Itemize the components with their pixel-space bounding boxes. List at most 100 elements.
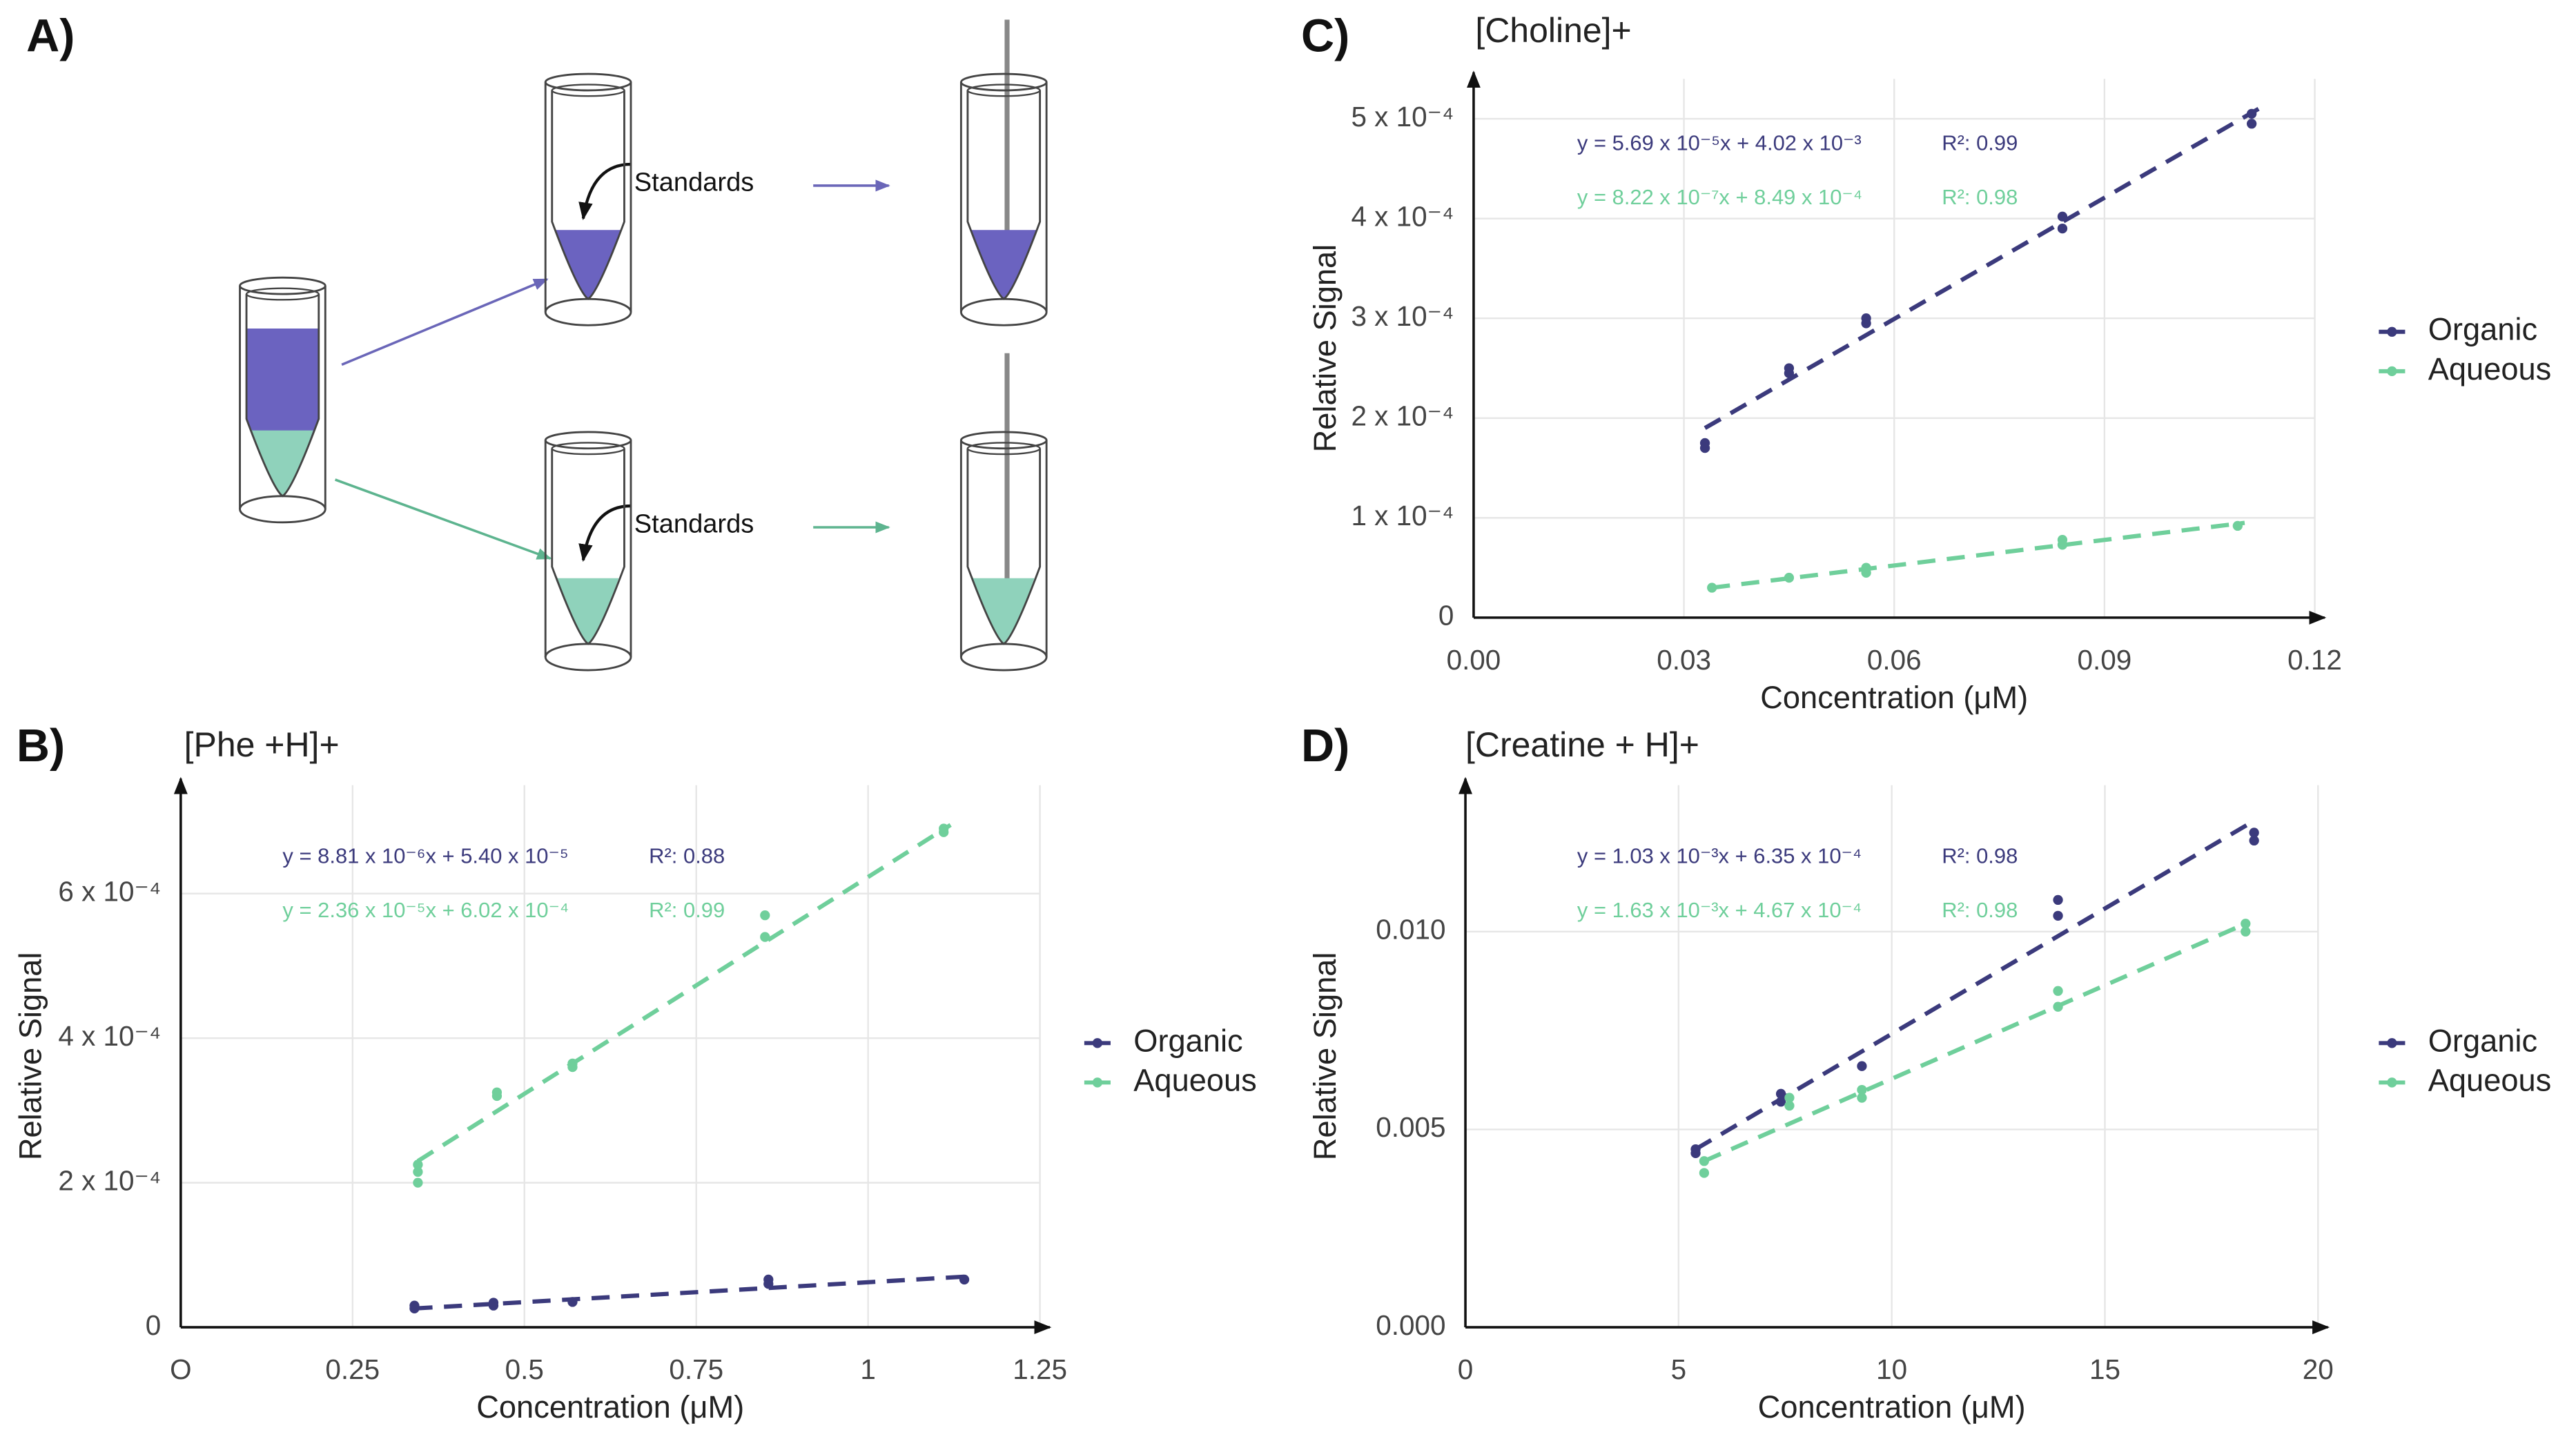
data-point [2241, 926, 2251, 937]
equation: y = 8.81 x 10⁻⁶x + 5.40 x 10⁻⁵ [282, 844, 568, 868]
panel-label: A) [26, 11, 75, 62]
legend-key [1092, 1038, 1103, 1048]
data-point [409, 1303, 420, 1313]
legend-label: Aqueous [1133, 1062, 1257, 1097]
data-point [1861, 313, 1871, 324]
data-point [1699, 438, 1710, 449]
data-point [1857, 1093, 1867, 1103]
equation: y = 5.69 x 10⁻⁵x + 4.02 x 10⁻³ [1577, 131, 1862, 155]
data-point [2246, 108, 2257, 119]
y-tick-label: 0 [1438, 600, 1454, 632]
x-tick-label: 0 [1458, 1353, 1474, 1385]
fit-line [1711, 520, 2245, 590]
data-point [1857, 1061, 1867, 1071]
data-point [567, 1297, 578, 1307]
liquid [967, 222, 1036, 300]
panel-label: D) [1301, 721, 1349, 772]
data-point [1707, 583, 1717, 593]
data-point [2057, 223, 2068, 234]
y-tick-label: 2 x 10⁻⁴ [1351, 400, 1454, 431]
x-tick-label: 0.09 [2078, 644, 2132, 676]
data-point [1699, 1168, 1710, 1178]
data-point [2232, 520, 2243, 531]
tube-base [959, 643, 1048, 672]
legend-key [2387, 1038, 2397, 1048]
r2-label: R²: 0.99 [1942, 131, 2018, 155]
data-point [2249, 828, 2259, 838]
data-point [567, 1061, 578, 1073]
x-tick-label: O [170, 1353, 191, 1385]
equation: y = 2.36 x 10⁻⁵x + 6.02 x 10⁻⁴ [282, 898, 569, 922]
x-tick-label: 0.25 [325, 1353, 380, 1385]
chart-title: [Choline]+ [1475, 11, 1631, 50]
plot: 0 1 x 10⁻⁴ 2 x 10⁻⁴ 3 x 10⁻⁴ 4 x 10⁻⁴ 5 x 10⁻… [1307, 11, 2551, 715]
y-tick-label: 4 x 10⁻⁴ [58, 1020, 161, 1052]
y-tick-label: 5 x 10⁻⁴ [1351, 101, 1454, 133]
r2-label: R²: 0.98 [1942, 185, 2018, 209]
tube-base [959, 297, 1048, 326]
fit-line [1694, 819, 2256, 1151]
fit-line [1704, 106, 2260, 430]
data-point [2241, 919, 2251, 929]
data-point [413, 1160, 423, 1170]
diagram-label: Standards [634, 510, 754, 539]
r2-label: R²: 0.98 [1942, 844, 2018, 868]
data-point [413, 1166, 423, 1177]
data-point [1784, 572, 1795, 583]
legend-label: Aqueous [2428, 1062, 2552, 1097]
liquid [552, 222, 621, 300]
y-tick-label: 0.005 [1376, 1111, 1445, 1143]
equation: y = 8.22 x 10⁻⁷x + 8.49 x 10⁻⁴ [1577, 185, 1862, 209]
x-tick-label: 0.03 [1657, 644, 1711, 676]
liquid [246, 418, 313, 496]
legend-key [1092, 1077, 1103, 1088]
data-point [2053, 910, 2063, 921]
data-point [2246, 119, 2257, 129]
x-tick-label: 1 [860, 1353, 876, 1385]
fit-line [416, 823, 952, 1163]
data-point [760, 932, 770, 942]
data-point [1690, 1144, 1701, 1155]
curved-arrow [578, 504, 632, 562]
data-point [2053, 1001, 2063, 1012]
data-point [1784, 1093, 1795, 1103]
x-tick-label: 10 [1876, 1353, 1907, 1385]
data-point [2053, 894, 2063, 906]
y-tick-label: 1 x 10⁻⁴ [1351, 500, 1454, 531]
y-tick-label: 3 x 10⁻⁴ [1351, 300, 1454, 332]
tube-base [239, 495, 326, 524]
tube-base [544, 297, 632, 326]
arrow [341, 277, 549, 366]
legend-key [2387, 1077, 2397, 1088]
x-tick-label: 5 [1671, 1353, 1687, 1385]
equation: y = 1.03 x 10⁻³x + 6.35 x 10⁻⁴ [1577, 844, 1862, 868]
data-point [1784, 363, 1795, 373]
x-tick-label: 0.06 [1867, 644, 1922, 676]
data-point [2057, 211, 2068, 222]
y-axis-title: Relative Signal [1307, 952, 1343, 1161]
x-tick-label: 20 [2303, 1353, 2334, 1385]
fit-line [1703, 921, 2247, 1164]
y-tick-label: 0.010 [1376, 913, 1445, 945]
data-point [488, 1300, 499, 1311]
legend-label: Aqueous [2428, 351, 2552, 387]
data-point [413, 1177, 423, 1188]
r2-label: R²: 0.99 [649, 898, 725, 922]
x-tick-label: 0.5 [505, 1353, 544, 1385]
r2-label: R²: 0.88 [649, 844, 725, 868]
x-axis-title: Concentration (μM) [1760, 680, 2028, 715]
panel-label: B) [17, 721, 65, 772]
data-point [491, 1090, 502, 1102]
chart-title: [Creatine + H]+ [1465, 725, 1699, 764]
x-axis-title: Concentration (μM) [476, 1389, 744, 1425]
data-point [2249, 835, 2259, 846]
x-tick-label: 0.00 [1447, 644, 1501, 676]
data-point [2057, 534, 2068, 545]
liquid [552, 567, 619, 644]
x-tick-label: 0.75 [669, 1353, 723, 1385]
panel-label: C) [1301, 11, 1349, 62]
y-tick-label: 6 x 10⁻⁴ [58, 875, 161, 907]
equation: y = 1.63 x 10⁻³x + 4.67 x 10⁻⁴ [1577, 898, 1862, 922]
